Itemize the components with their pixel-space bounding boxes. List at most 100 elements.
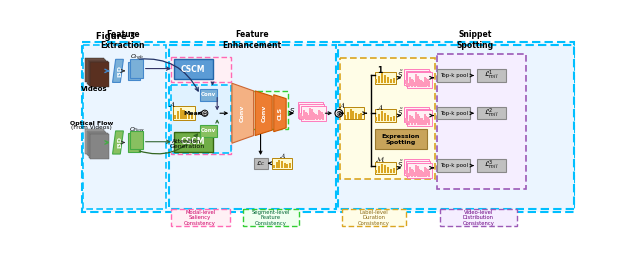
Text: Conv: Conv bbox=[262, 105, 267, 122]
FancyBboxPatch shape bbox=[404, 107, 429, 123]
FancyBboxPatch shape bbox=[340, 58, 435, 179]
Text: $\mathcal{L}_C$: $\mathcal{L}_C$ bbox=[256, 159, 266, 168]
FancyBboxPatch shape bbox=[422, 172, 424, 177]
FancyBboxPatch shape bbox=[392, 78, 395, 83]
FancyBboxPatch shape bbox=[128, 62, 140, 80]
FancyBboxPatch shape bbox=[316, 108, 318, 117]
FancyBboxPatch shape bbox=[407, 110, 432, 126]
FancyBboxPatch shape bbox=[182, 110, 184, 120]
Circle shape bbox=[202, 110, 208, 116]
FancyBboxPatch shape bbox=[408, 166, 410, 174]
FancyBboxPatch shape bbox=[406, 119, 408, 123]
FancyBboxPatch shape bbox=[90, 134, 109, 159]
FancyBboxPatch shape bbox=[412, 118, 414, 123]
FancyBboxPatch shape bbox=[422, 113, 424, 122]
FancyBboxPatch shape bbox=[286, 164, 288, 168]
FancyBboxPatch shape bbox=[352, 111, 354, 119]
Text: Attention
Generation: Attention Generation bbox=[170, 139, 205, 149]
FancyBboxPatch shape bbox=[375, 170, 378, 173]
Text: Videos: Videos bbox=[81, 86, 108, 91]
FancyBboxPatch shape bbox=[281, 161, 283, 168]
Text: Expression
Spotting: Expression Spotting bbox=[381, 134, 420, 145]
FancyBboxPatch shape bbox=[418, 79, 420, 86]
FancyBboxPatch shape bbox=[344, 115, 346, 119]
FancyBboxPatch shape bbox=[313, 113, 316, 120]
Text: Mean: Mean bbox=[183, 111, 202, 116]
FancyBboxPatch shape bbox=[307, 106, 310, 117]
FancyBboxPatch shape bbox=[355, 113, 357, 119]
FancyBboxPatch shape bbox=[347, 112, 349, 119]
FancyBboxPatch shape bbox=[427, 117, 429, 123]
FancyBboxPatch shape bbox=[316, 115, 318, 120]
Text: I3D: I3D bbox=[117, 136, 122, 149]
FancyBboxPatch shape bbox=[413, 119, 416, 125]
FancyBboxPatch shape bbox=[419, 118, 422, 125]
FancyBboxPatch shape bbox=[317, 110, 320, 119]
FancyBboxPatch shape bbox=[338, 45, 573, 209]
FancyBboxPatch shape bbox=[424, 167, 426, 176]
Text: Segment-level
Feature
Consistency: Segment-level Feature Consistency bbox=[252, 210, 290, 226]
FancyBboxPatch shape bbox=[421, 118, 423, 123]
FancyBboxPatch shape bbox=[408, 83, 410, 87]
Polygon shape bbox=[274, 95, 286, 132]
FancyBboxPatch shape bbox=[171, 85, 231, 152]
Text: $\mathcal{A}$: $\mathcal{A}$ bbox=[376, 103, 384, 112]
FancyBboxPatch shape bbox=[301, 106, 326, 121]
Text: Conv: Conv bbox=[201, 92, 216, 97]
FancyBboxPatch shape bbox=[253, 158, 268, 169]
FancyBboxPatch shape bbox=[375, 79, 378, 83]
FancyBboxPatch shape bbox=[417, 166, 419, 177]
FancyBboxPatch shape bbox=[415, 164, 417, 176]
FancyBboxPatch shape bbox=[408, 121, 410, 125]
FancyBboxPatch shape bbox=[436, 54, 525, 189]
FancyBboxPatch shape bbox=[319, 111, 321, 117]
Text: $S$: $S$ bbox=[289, 106, 296, 115]
FancyBboxPatch shape bbox=[411, 79, 413, 87]
Text: Optical Flow: Optical Flow bbox=[70, 121, 113, 126]
FancyBboxPatch shape bbox=[310, 109, 312, 120]
FancyBboxPatch shape bbox=[375, 117, 378, 121]
FancyBboxPatch shape bbox=[174, 59, 212, 79]
FancyBboxPatch shape bbox=[477, 159, 506, 172]
FancyBboxPatch shape bbox=[417, 76, 419, 87]
FancyBboxPatch shape bbox=[243, 209, 298, 226]
FancyBboxPatch shape bbox=[413, 73, 415, 84]
FancyBboxPatch shape bbox=[437, 69, 470, 82]
FancyBboxPatch shape bbox=[303, 110, 305, 119]
FancyBboxPatch shape bbox=[408, 173, 410, 177]
Text: $\tilde{S}$: $\tilde{S}$ bbox=[397, 159, 403, 170]
FancyBboxPatch shape bbox=[415, 112, 417, 123]
FancyBboxPatch shape bbox=[173, 106, 195, 120]
FancyBboxPatch shape bbox=[319, 111, 321, 120]
FancyBboxPatch shape bbox=[86, 131, 105, 155]
FancyBboxPatch shape bbox=[378, 114, 380, 121]
Text: $\otimes$: $\otimes$ bbox=[335, 109, 342, 118]
FancyBboxPatch shape bbox=[440, 209, 517, 226]
FancyBboxPatch shape bbox=[392, 116, 395, 121]
FancyBboxPatch shape bbox=[418, 116, 420, 123]
FancyBboxPatch shape bbox=[88, 132, 106, 156]
Text: Top-k pool: Top-k pool bbox=[440, 73, 468, 78]
FancyBboxPatch shape bbox=[315, 114, 317, 119]
FancyBboxPatch shape bbox=[381, 164, 383, 173]
FancyBboxPatch shape bbox=[421, 81, 423, 86]
FancyBboxPatch shape bbox=[200, 89, 217, 101]
Circle shape bbox=[335, 109, 343, 117]
FancyBboxPatch shape bbox=[174, 132, 212, 152]
FancyBboxPatch shape bbox=[301, 109, 303, 117]
FancyBboxPatch shape bbox=[298, 103, 323, 118]
Text: $\mathcal{A}$: $\mathcal{A}$ bbox=[278, 152, 286, 160]
Text: Snippet
Spotting: Snippet Spotting bbox=[457, 30, 494, 50]
FancyBboxPatch shape bbox=[171, 57, 231, 82]
FancyBboxPatch shape bbox=[301, 116, 304, 120]
FancyBboxPatch shape bbox=[349, 109, 351, 119]
FancyBboxPatch shape bbox=[425, 116, 428, 125]
FancyBboxPatch shape bbox=[378, 76, 380, 83]
Text: $\mathcal{A}$: $\mathcal{A}$ bbox=[168, 100, 175, 109]
Text: $\tilde{S}$: $\tilde{S}$ bbox=[397, 107, 403, 118]
FancyBboxPatch shape bbox=[177, 111, 179, 120]
FancyBboxPatch shape bbox=[410, 78, 413, 84]
FancyBboxPatch shape bbox=[413, 163, 415, 174]
FancyBboxPatch shape bbox=[406, 109, 430, 124]
Text: Conv: Conv bbox=[240, 105, 245, 122]
